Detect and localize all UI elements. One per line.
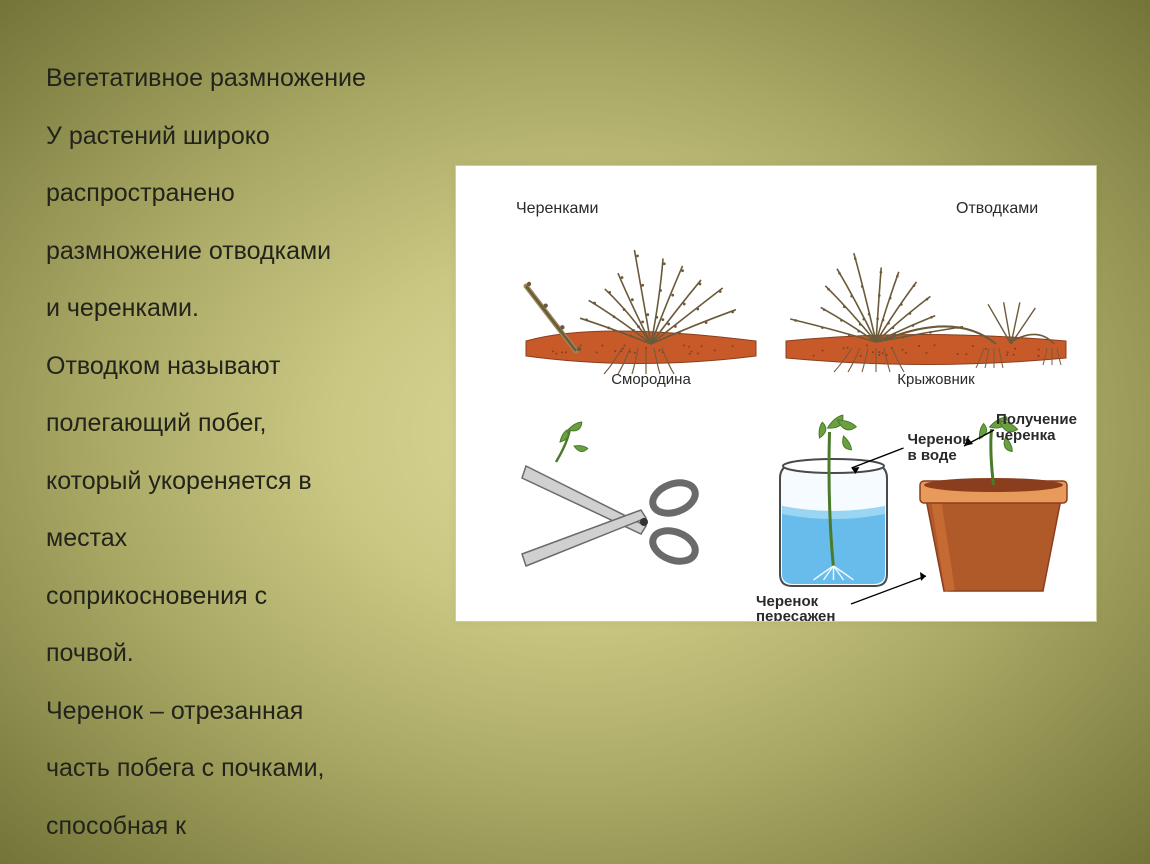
- svg-text:в воде: в воде: [908, 447, 957, 464]
- line: полегающий побег,: [46, 395, 426, 453]
- line: и черенками.: [46, 280, 426, 338]
- line: почвой.: [46, 625, 426, 683]
- line: часть побега с почками,: [46, 740, 426, 798]
- line: размножение отводками: [46, 223, 426, 281]
- svg-text:Черенок: Черенок: [908, 431, 971, 448]
- line: который укореняется в: [46, 453, 426, 511]
- svg-text:черенка: черенка: [996, 427, 1056, 444]
- line: соприкосновения с: [46, 568, 426, 626]
- line: Вегетативное размножение: [46, 50, 426, 108]
- svg-text:Отводками: Отводками: [956, 200, 1038, 217]
- slide: Вегетативное размножение У растений широ…: [0, 0, 1150, 864]
- line: местах: [46, 510, 426, 568]
- line: способная к: [46, 798, 426, 856]
- svg-text:пересажен: пересажен: [756, 608, 835, 621]
- svg-text:Черенками: Черенками: [516, 200, 598, 217]
- line: У растений широко: [46, 108, 426, 166]
- figure-svg: Черенками Смородина Отводками Крыжовник Чере…: [456, 166, 1096, 621]
- line: Черенок – отрезанная: [46, 683, 426, 741]
- line: Отводком называют: [46, 338, 426, 396]
- body-text: Вегетативное размножение У растений широ…: [46, 50, 426, 864]
- propagation-figure: Черенками Смородина Отводками Крыжовник Чере…: [455, 165, 1097, 622]
- svg-text:Смородина: Смородина: [611, 371, 691, 388]
- line: распространено: [46, 165, 426, 223]
- svg-text:Крыжовник: Крыжовник: [897, 371, 975, 388]
- line: укоренению.: [46, 855, 426, 864]
- svg-text:Получение: Получение: [996, 411, 1077, 428]
